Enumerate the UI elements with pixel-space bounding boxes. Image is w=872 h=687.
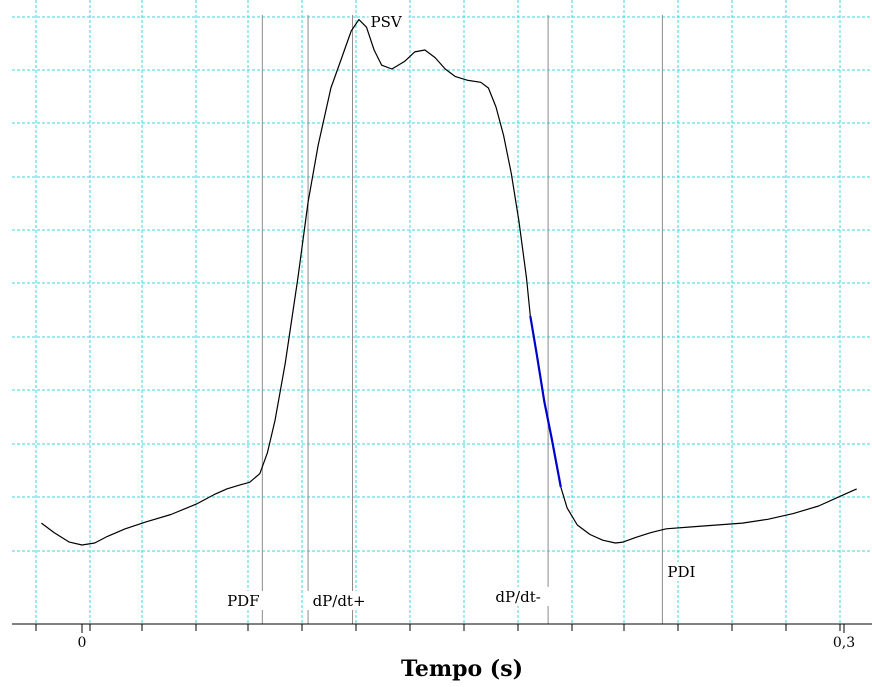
x-tick-label: 0: [78, 635, 87, 651]
x-axis-ticks: 0 0,3: [35, 624, 855, 651]
marker-label-bg: [487, 587, 550, 606]
series-line: [529, 315, 562, 488]
x-axis-title: Tempo (s): [401, 656, 523, 682]
marker-label-bg: [306, 591, 373, 610]
marker-label: PDI: [667, 563, 695, 581]
series-line: [560, 486, 857, 544]
grid: [12, 0, 872, 624]
marker-label: PDF: [227, 592, 260, 610]
x-tick-label: 0,3: [833, 635, 855, 651]
marker-label: PSV: [371, 13, 403, 31]
marker-label-bg: [368, 12, 409, 31]
marker-lines: [261, 15, 663, 624]
marker-label-bg: [218, 591, 269, 610]
marker-labels: PDF dP/dt+ PSV dP/dt- PDI: [218, 12, 706, 610]
series-line: [41, 19, 531, 546]
series-group: [41, 19, 857, 546]
marker-label-bg: [665, 562, 706, 581]
marker-label: dP/dt-: [495, 588, 540, 606]
marker-label: dP/dt+: [313, 592, 366, 610]
